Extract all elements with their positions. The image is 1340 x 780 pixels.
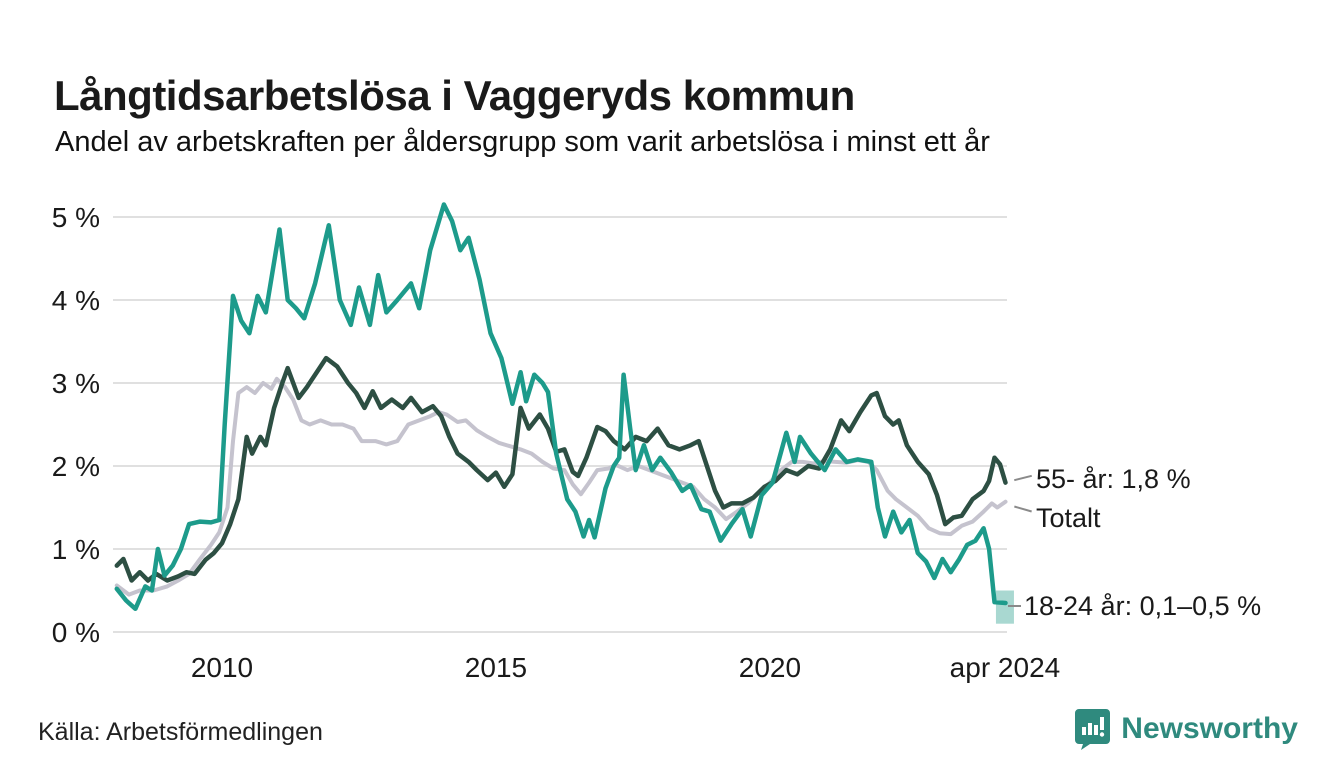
- series-line-55-r: [114, 355, 1008, 583]
- newsworthy-wordmark: Newsworthy: [1121, 712, 1298, 745]
- page-subtitle: Andel av arbetskraften per åldersgrupp s…: [55, 126, 990, 158]
- annotation-18-24-line: 18-24 år: 0,1–0,5 %: [1024, 591, 1262, 621]
- uncertainty-band: [995, 590, 1014, 624]
- page-title: Långtidsarbetslösa i Vaggeryds kommun: [54, 72, 855, 120]
- y-axis-tick-label: 2 %: [52, 451, 100, 482]
- annotation-55-line: 55- år: 1,8 %: [1036, 464, 1191, 494]
- y-axis-tick-label: 3 %: [52, 368, 100, 399]
- annotation-totalt-line: Totalt: [1036, 503, 1101, 533]
- y-axis-tick-label: 4 %: [52, 285, 100, 316]
- annotation-connector-18-24: [1008, 605, 1021, 607]
- x-axis-tick-label: 2015: [465, 652, 527, 683]
- series-line-18-24-r: [114, 202, 1008, 612]
- y-axis-tick-label: 1 %: [52, 534, 100, 565]
- x-axis-tick-label: 2020: [739, 652, 801, 683]
- x-axis-tick-label: apr 2024: [950, 652, 1061, 683]
- y-axis-tick-label: 5 %: [52, 202, 100, 233]
- newsworthy-bubble-chart-icon: [1074, 708, 1111, 750]
- series-line-totalt: [114, 376, 1008, 597]
- x-axis-tick-label: 2010: [191, 652, 253, 683]
- source-note: Källa: Arbetsförmedlingen: [38, 718, 323, 746]
- newsworthy-logo: Newsworthy: [1074, 708, 1298, 750]
- y-axis-tick-label: 0 %: [52, 617, 100, 648]
